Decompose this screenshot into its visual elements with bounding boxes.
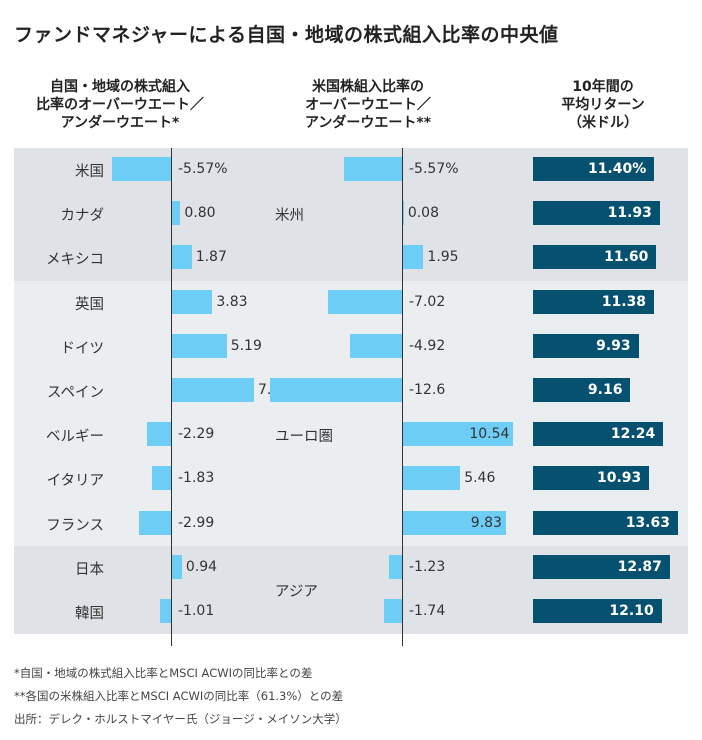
home-bias-value: 1.87	[195, 249, 227, 266]
column-header-line: 比率のオーバーウエート／	[36, 97, 204, 113]
source-note: 出所：デレク・ホルストマイヤー氏（ジョージ・メイソン大学）	[14, 712, 347, 726]
home-bias-value: 0.94	[185, 558, 218, 575]
home-bias-bar	[146, 422, 171, 447]
chart-title: ファンドマネジャーによる自国・地域の株式組入比率の中央値	[14, 24, 559, 46]
return-bar	[533, 378, 631, 402]
return-value: 11.38	[601, 293, 647, 310]
column-header-us-bias: 米国株組入比率の オーバーウエート／ アンダーウエート**	[268, 78, 468, 132]
return-value: 9.16	[587, 382, 623, 398]
column-header-line: 米国株組入比率の	[312, 79, 424, 95]
home-bias-bar	[172, 201, 181, 226]
home-bias-bar	[160, 599, 171, 623]
country-label: 米国	[75, 164, 104, 180]
country-label: メキシコ	[46, 252, 104, 269]
column-header-line: オーバーウエート／	[305, 97, 431, 113]
home-bias-value: -5.57%	[178, 161, 228, 177]
return-bar	[533, 333, 639, 358]
country-label: 韓国	[75, 606, 104, 622]
us-bias-bar	[403, 422, 514, 447]
home-bias-bar	[172, 554, 182, 579]
region-label: アジア	[275, 583, 318, 600]
us-bias-bar	[403, 245, 424, 270]
column-header-line: （米ドル）	[568, 115, 638, 131]
return-bar	[533, 510, 678, 535]
return-value: 9.93	[596, 337, 631, 354]
home-bias-bar	[172, 333, 227, 358]
home-bias-value: -2.99	[178, 514, 215, 531]
us-bias-bar	[383, 599, 402, 623]
home-bias-value: -2.29	[178, 426, 215, 443]
return-bar	[533, 245, 657, 270]
us-bias-bar	[328, 289, 402, 314]
home-bias-value: -1.83	[178, 470, 215, 487]
return-value: 12.87	[617, 558, 662, 575]
us-bias-value: -1.23	[409, 558, 446, 575]
footnote: **各国の米株組入比率とMSCI ACWIの同比率（61.3%）との差	[14, 689, 344, 703]
country-label: 日本	[75, 561, 104, 578]
return-value: 12.10	[609, 603, 654, 619]
us-bias-bar	[270, 378, 402, 402]
return-value: 12.24	[610, 426, 656, 443]
column-header-line: 平均リターン	[561, 97, 645, 113]
us-bias-value: -7.02	[409, 293, 446, 310]
column-header-returns: 10年間の 平均リターン （米ドル）	[528, 78, 678, 132]
home-bias-value: -1.01	[178, 603, 215, 619]
column-header-line: 自国・地域の株式組入	[50, 79, 190, 95]
home-bias-bar	[151, 466, 171, 491]
return-value: 11.93	[607, 205, 652, 222]
return-value: 11.40%	[587, 161, 647, 177]
return-bar	[533, 157, 655, 181]
home-bias-value: 3.83	[216, 293, 248, 310]
return-value: 13.63	[625, 514, 670, 531]
return-value: 10.93	[596, 470, 642, 487]
column-header-line: アンダーウエート**	[304, 115, 432, 131]
home-bias-bar	[172, 289, 213, 314]
column-header-home-bias: 自国・地域の株式組入 比率のオーバーウエート／ アンダーウエート*	[20, 78, 220, 132]
home-bias-value: 5.19	[230, 337, 262, 354]
us-bias-value: 5.46	[464, 470, 496, 487]
home-bias-bar	[172, 378, 254, 402]
axis-line-home-bias	[171, 148, 172, 646]
country-label: スペイン	[47, 385, 104, 401]
us-bias-bar	[403, 201, 404, 226]
us-bias-value: -12.6	[409, 382, 446, 398]
us-bias-value: -1.74	[409, 603, 446, 619]
country-label: カナダ	[60, 208, 105, 225]
us-bias-value: 10.54	[469, 426, 510, 443]
column-header-line: 10年間の	[572, 79, 634, 95]
us-bias-bar	[403, 466, 461, 491]
us-bias-value: -5.57%	[409, 161, 459, 177]
home-bias-value: 0.80	[184, 205, 216, 222]
return-bar	[533, 466, 650, 491]
region-label: 米州	[275, 208, 304, 225]
country-label: フランス	[46, 517, 104, 534]
footnote: *自国・地域の株式組入比率とMSCI ACWIの同比率との差	[14, 666, 313, 680]
country-label: 英国	[75, 296, 104, 313]
us-bias-value: 9.83	[470, 514, 502, 531]
home-bias-bar	[172, 245, 192, 270]
row-band	[14, 280, 688, 546]
column-header-line: アンダーウエート*	[60, 115, 180, 131]
return-value: 11.60	[604, 249, 649, 266]
us-bias-bar	[389, 554, 402, 579]
axis-line-us-bias	[402, 148, 403, 646]
return-bar	[533, 289, 655, 314]
country-label: ドイツ	[60, 340, 105, 357]
us-bias-value: 1.95	[427, 249, 459, 266]
return-bar	[533, 599, 662, 623]
us-bias-bar	[343, 157, 402, 181]
return-bar	[533, 422, 664, 447]
home-bias-bar	[112, 157, 171, 181]
us-bias-bar	[350, 333, 402, 358]
country-label: イタリア	[46, 473, 104, 490]
home-bias-bar	[139, 510, 171, 535]
us-bias-bar	[403, 510, 506, 535]
return-bar	[533, 201, 660, 226]
return-bar	[533, 554, 670, 579]
region-label: ユーロ圏	[275, 429, 333, 446]
country-label: ベルギー	[46, 429, 104, 446]
us-bias-value: 0.08	[407, 205, 439, 222]
us-bias-value: -4.92	[409, 337, 446, 354]
